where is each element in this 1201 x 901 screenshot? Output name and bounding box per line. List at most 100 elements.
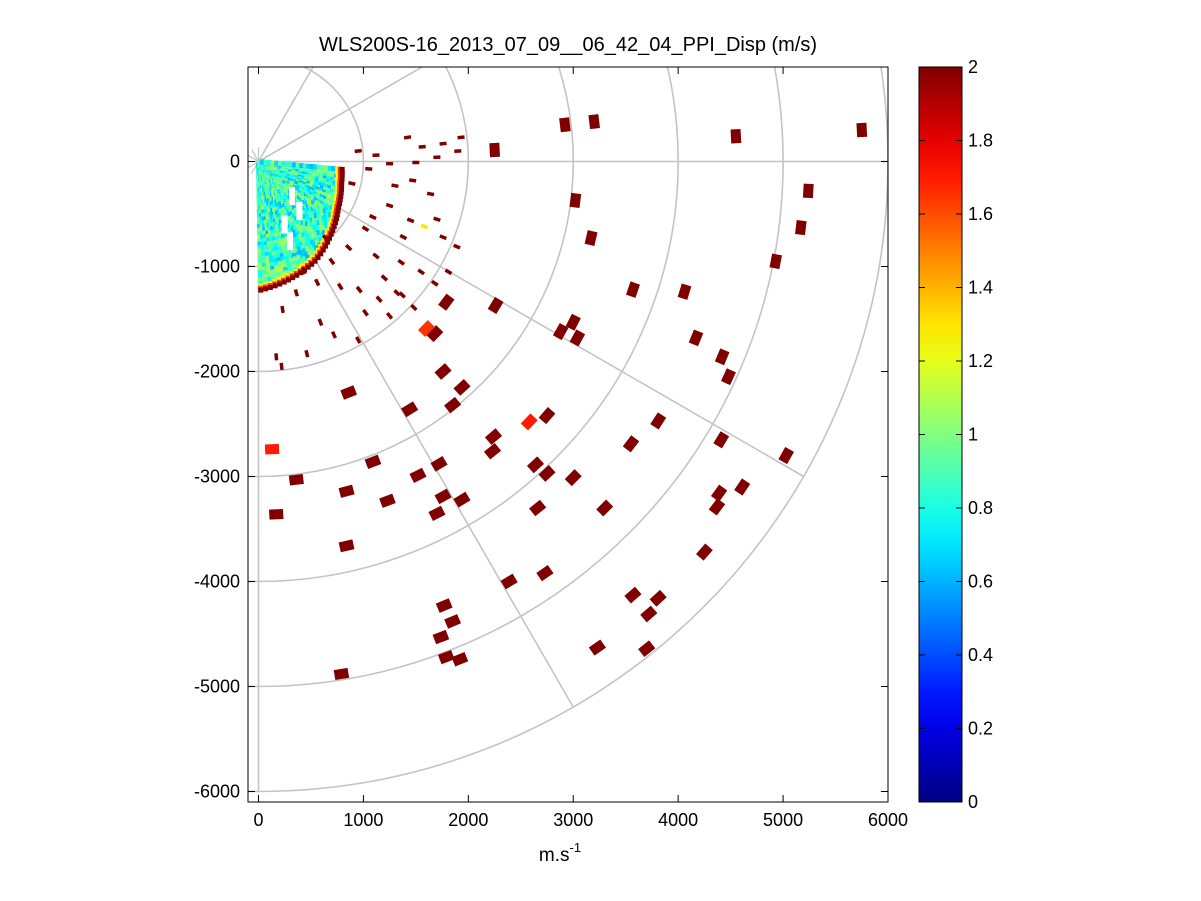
near-field-edge-cell <box>332 220 338 226</box>
data-point <box>348 180 356 186</box>
near-field-gap <box>281 215 288 234</box>
colorbar-tick-label: 0 <box>968 792 978 812</box>
near-field-edge-cell <box>336 201 342 207</box>
near-field-cell <box>324 181 330 187</box>
near-field-gap <box>296 201 303 220</box>
data-point <box>410 303 418 312</box>
near-field-edge-cell <box>294 272 300 278</box>
near-field-cell <box>302 163 308 169</box>
near-field-cell <box>265 226 271 232</box>
near-field-cell <box>272 225 278 231</box>
near-field-cell <box>268 229 274 235</box>
near-field-edge-cell <box>320 247 326 253</box>
data-point <box>328 257 336 266</box>
data-point <box>457 135 465 140</box>
near-field-cell <box>284 255 290 261</box>
near-field-cell <box>327 168 333 174</box>
data-point <box>317 318 324 327</box>
near-field-cell <box>323 212 329 218</box>
near-field-cell <box>283 240 289 246</box>
colorbar-tick-label: 0.6 <box>968 572 993 592</box>
data-point <box>451 651 469 667</box>
data-point <box>454 149 462 153</box>
near-field-cell <box>295 162 301 168</box>
near-field-cell <box>267 226 273 232</box>
near-field-edge-cell <box>309 261 315 267</box>
data-point <box>444 268 453 276</box>
near-field-cell <box>295 263 301 269</box>
near-field-cell <box>265 259 271 265</box>
near-field-cell <box>308 236 314 242</box>
near-field-cell <box>275 235 281 241</box>
data-point <box>380 274 389 282</box>
near-field-cell <box>325 176 331 182</box>
near-field-cell <box>299 163 305 169</box>
data-point <box>434 488 452 505</box>
near-field-edge-cell <box>258 287 264 293</box>
near-field-cell <box>291 253 297 259</box>
near-field-cell <box>308 244 314 250</box>
near-field-cell <box>323 184 329 190</box>
near-field-cell <box>300 253 306 259</box>
y-tick-label: -1000 <box>194 257 240 277</box>
data-point <box>409 178 417 183</box>
data-point <box>354 336 362 344</box>
near-field-cell <box>271 272 277 278</box>
data-point <box>489 142 500 158</box>
near-field-cell <box>271 251 277 257</box>
near-field-edge-cell <box>290 275 296 281</box>
near-field-cell <box>319 227 325 233</box>
near-field-cell <box>270 265 276 271</box>
near-field-cell <box>268 251 274 257</box>
near-field-cell <box>305 254 311 260</box>
near-field-cell <box>316 164 322 170</box>
near-field-cell <box>273 261 279 267</box>
near-field-edge-cell <box>338 190 344 196</box>
near-field-cell <box>262 266 268 272</box>
near-field-cell <box>331 181 337 187</box>
data-point <box>279 362 284 371</box>
near-field-cell <box>273 228 279 234</box>
near-field-cell <box>322 225 328 231</box>
colorbar-tick-label: 1.2 <box>968 351 993 371</box>
near-field-cell <box>313 164 319 170</box>
data-point <box>433 216 441 223</box>
near-field-cell <box>276 228 282 234</box>
data-point <box>340 385 358 400</box>
near-field-cell <box>257 248 263 254</box>
near-field-edge-cell <box>338 186 344 192</box>
data-point <box>428 505 446 521</box>
near-field-cell <box>278 227 284 233</box>
data-point <box>403 135 412 140</box>
near-field-edge-cell <box>337 197 343 203</box>
near-field-cell <box>327 165 333 171</box>
data-point <box>336 282 344 291</box>
y-axis: -6000 -5000 -4000 -3000 -2000 -1000 0 <box>194 152 888 802</box>
near-field-cell <box>320 165 326 171</box>
near-field-cell <box>328 189 334 195</box>
y-tick-label: -3000 <box>194 467 240 487</box>
near-field-edge-cell <box>277 281 283 287</box>
data-point <box>406 217 415 224</box>
near-field-cell <box>274 160 280 166</box>
data-point <box>368 213 377 221</box>
near-field-cell <box>273 258 279 264</box>
near-field-cell <box>267 244 273 250</box>
data-point <box>529 499 547 517</box>
data-point <box>330 330 337 339</box>
colorbar-tick-label: 0.8 <box>968 498 993 518</box>
data-point <box>264 443 280 455</box>
y-tick-label: -2000 <box>194 362 240 382</box>
near-field-cell <box>274 246 280 252</box>
near-field-cell <box>294 240 300 246</box>
near-field-cell <box>311 229 317 235</box>
data-point <box>398 291 406 299</box>
near-field-cell <box>266 269 272 275</box>
near-field-cell <box>265 230 271 236</box>
near-field-cell <box>321 196 327 202</box>
near-field-cell <box>282 248 288 254</box>
data-point <box>677 283 692 300</box>
near-field-cell <box>327 199 333 205</box>
near-field-cell <box>257 256 263 262</box>
near-field-cell <box>270 229 276 235</box>
